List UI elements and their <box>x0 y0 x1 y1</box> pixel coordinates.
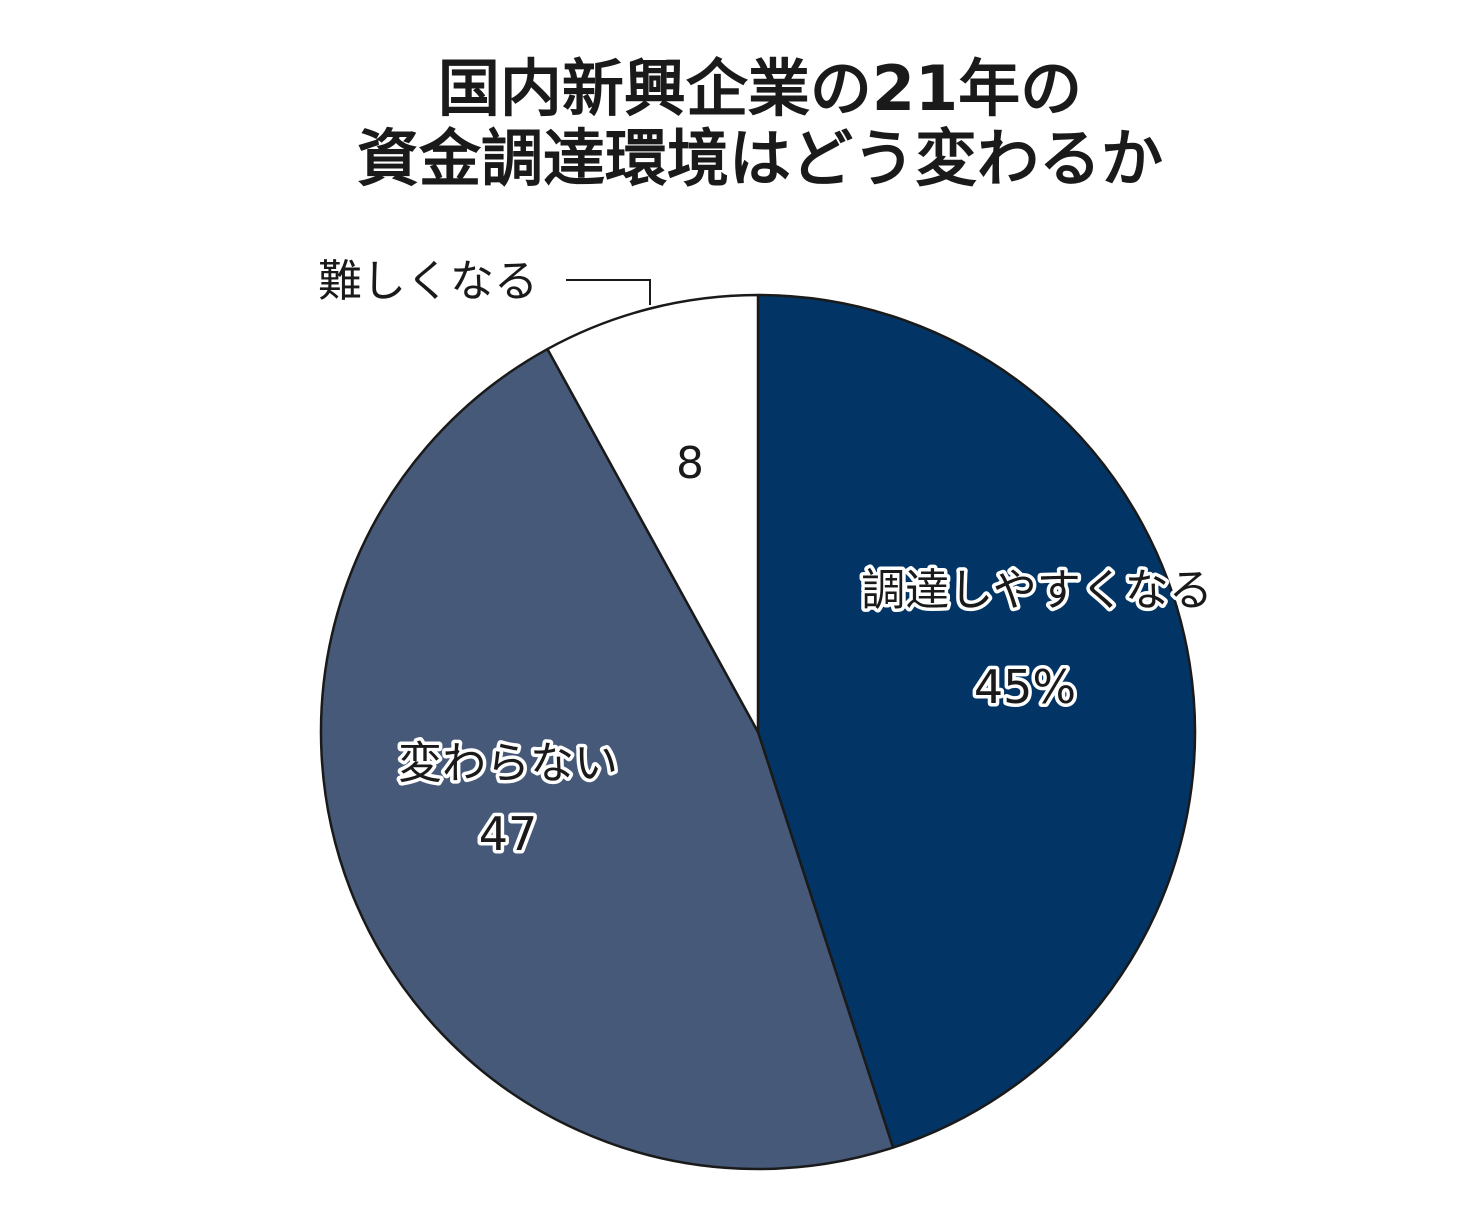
pie-slice-1 <box>756 293 1197 1149</box>
slice-value-1: 45% <box>974 660 1076 714</box>
pie-slice-2 <box>319 347 895 1171</box>
slice-value-2: 47 <box>479 807 538 861</box>
leader-line-slice-3 <box>566 279 651 305</box>
chart-title-line-2: 資金調達環境はどう変わるか <box>357 122 1163 195</box>
slice-value-3: 8 <box>676 438 704 489</box>
chart-title-line-1: 国内新興企業の21年の <box>438 52 1082 125</box>
pie-slices <box>319 293 1197 1171</box>
slice-label-1: 調達しやすくなる <box>861 565 1213 616</box>
slice-label-2: 変わらない <box>398 738 618 789</box>
slice-label-3: 難しくなる <box>318 256 538 307</box>
pie-slice-3 <box>546 293 760 734</box>
leader-lines <box>566 279 651 305</box>
slice-labels: 調達しやすくなる 45% 変わらない 47 8 難しくなる <box>318 256 1216 865</box>
